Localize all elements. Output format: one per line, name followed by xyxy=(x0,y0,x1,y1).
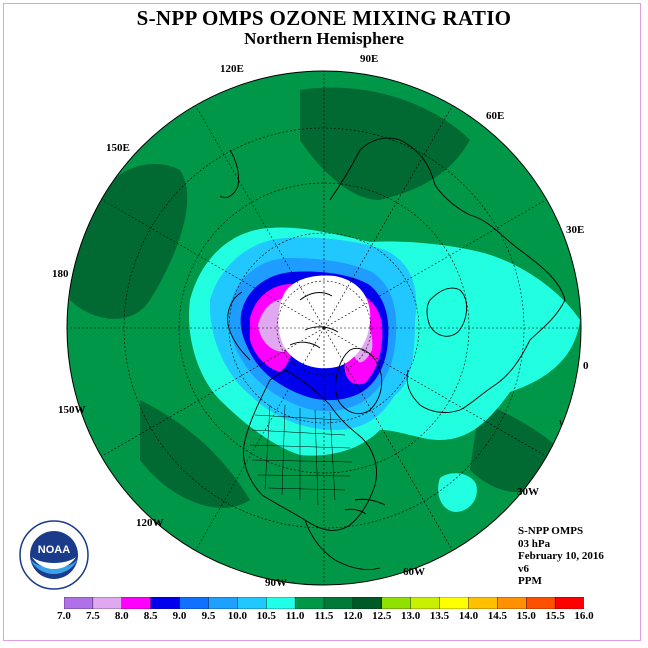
colorbar-tick-label: 16.0 xyxy=(574,610,594,622)
colorbar-tick-label: 7.5 xyxy=(86,610,100,622)
colorbar-swatch xyxy=(381,597,412,609)
lon-label-150w: 150W xyxy=(58,404,86,416)
figure-frame xyxy=(3,3,641,641)
colorbar-tick-label: 11.0 xyxy=(285,610,305,622)
map-subtitle: Northern Hemisphere xyxy=(244,29,404,48)
lat-lon-grid xyxy=(67,71,581,585)
noaa-logo: NOAA xyxy=(19,520,89,590)
lon-label-60e: 60E xyxy=(486,110,505,122)
coastline-arctic-islands xyxy=(289,292,339,349)
colorbar-tick-label: 15.0 xyxy=(516,610,536,622)
dark-green-region-ne-pacific xyxy=(140,400,250,508)
coastline-japan xyxy=(219,149,239,198)
lon-label-90e: 90E xyxy=(360,53,379,65)
colorbar-tick-label: 10.5 xyxy=(256,610,276,622)
colorbar-tick-label: 14.5 xyxy=(487,610,507,622)
meridian-line xyxy=(195,105,325,329)
colorbar-swatch xyxy=(554,597,584,609)
colorbar-swatch xyxy=(179,597,210,609)
colorbar-swatch xyxy=(526,597,556,609)
colorbar-tick-label: 13.0 xyxy=(401,610,421,622)
instrument-text: S-NPP OMPS xyxy=(518,525,584,537)
colorbar-swatch xyxy=(121,597,152,609)
colorbar-swatch xyxy=(64,597,94,609)
colorbar-swatch xyxy=(323,597,354,609)
pressure-level-text: 03 hPa xyxy=(518,537,551,550)
colorbar-tick-label: 12.0 xyxy=(343,610,363,622)
date-text: February 10, 2016 xyxy=(518,550,604,562)
meridians xyxy=(67,71,581,585)
colorbar xyxy=(64,597,584,609)
lon-label-180: 180 xyxy=(52,268,69,280)
dark-green-region-asia xyxy=(300,87,470,200)
lon-label-120w: 120W xyxy=(136,517,164,529)
lon-label-30w: 30W xyxy=(517,486,539,498)
lon-label-30e: 30E xyxy=(566,224,585,236)
colorbar-swatch xyxy=(150,597,181,609)
colorbar-tick-label: 13.5 xyxy=(429,610,450,622)
colorbar-swatch xyxy=(352,597,383,609)
version-text: v6 xyxy=(518,562,529,575)
coastline-greenland xyxy=(335,347,383,414)
meridian-line xyxy=(323,105,453,329)
latitude-circle-60 xyxy=(228,232,420,424)
meridian-line xyxy=(101,327,325,457)
colorbar-swatch xyxy=(237,597,267,609)
meridian-line xyxy=(101,199,325,329)
map-title: S-NPP OMPS OZONE MIXING RATIO xyxy=(136,6,512,30)
latitude-circle-80 xyxy=(276,280,372,376)
coastline-siberia xyxy=(329,137,566,341)
colorbar-tick-label: 8.5 xyxy=(143,610,158,622)
units-text: PPM xyxy=(518,575,542,587)
colorbar-tick-label: 15.5 xyxy=(545,610,565,622)
colorbar-swatch xyxy=(208,597,239,609)
lon-label-120e: 120E xyxy=(220,63,244,75)
lon-label-0: 0 xyxy=(583,360,589,372)
coastline-central-america xyxy=(304,519,381,571)
colorbar-swatch xyxy=(439,597,470,609)
us-state-grid xyxy=(249,404,353,506)
colorbar-tick-label: 8.0 xyxy=(114,610,129,622)
lon-label-60w: 60W xyxy=(403,566,425,578)
colorbar-tick-label: 14.0 xyxy=(458,610,479,622)
coastline-africa xyxy=(559,419,576,476)
map-outline xyxy=(66,70,582,586)
colorbar-tick-label: 11.5 xyxy=(314,610,334,622)
colorbar-tick-label: 10.0 xyxy=(227,610,247,622)
coastline-alaska xyxy=(227,291,251,361)
colorbar-swatch xyxy=(92,597,123,609)
coastline-caribbean xyxy=(344,498,386,515)
colorbar-tick-label: 12.5 xyxy=(372,610,392,622)
coastline-north-america xyxy=(243,369,377,531)
colorbar-swatch xyxy=(294,597,325,609)
meridian-line xyxy=(323,327,547,457)
coastline-europe xyxy=(406,339,531,413)
colorbar-swatch xyxy=(497,597,527,609)
colorbar-swatch xyxy=(410,597,441,609)
noaa-logo-text: NOAA xyxy=(38,544,70,556)
coastline-scandinavia xyxy=(426,287,467,337)
meridian-line xyxy=(195,327,325,551)
colorbar-swatch xyxy=(468,597,499,609)
colorbar-tick-label: 7.0 xyxy=(57,610,71,622)
product-info: S-NPP OMPS 03 hPa February 10, 2016 v6 P… xyxy=(518,525,604,588)
meridian-line xyxy=(323,199,547,329)
lon-label-150e: 150E xyxy=(106,142,130,154)
coastlines xyxy=(219,137,576,571)
lon-label-90w: 90W xyxy=(265,577,287,589)
colorbar-tick-label: 9.0 xyxy=(172,610,187,622)
meridian-line xyxy=(323,327,453,551)
light-blue-blob-atlantic xyxy=(438,473,477,512)
colorbar-swatch xyxy=(266,597,296,609)
colorbar-tick-label: 9.5 xyxy=(201,610,216,622)
